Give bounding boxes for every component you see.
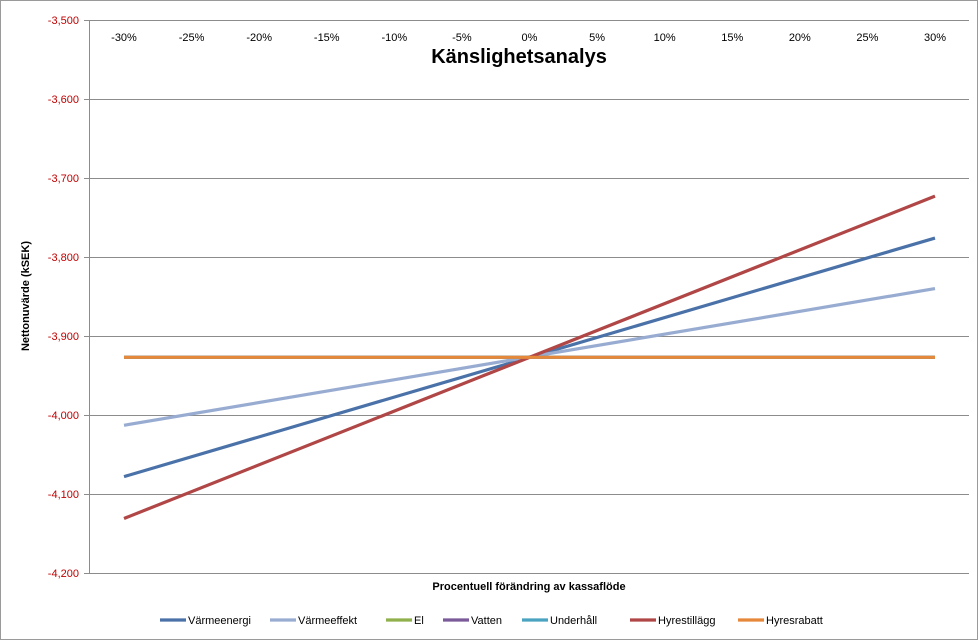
x-tick-label: 30% <box>924 32 946 44</box>
x-axis-title: Procentuell förändring av kassaflöde <box>432 581 625 593</box>
x-tick-labels: -30% -25% -20% -15% -10% -5% 0% 5% 10% 15% 20% 25% 3… <box>111 32 946 44</box>
y-tick-label: -4,100 <box>48 489 79 501</box>
y-tick-label: -3,500 <box>48 15 79 27</box>
series-lines <box>124 196 935 518</box>
legend-label: Värmeenergi <box>188 615 251 627</box>
x-tick-label: 5% <box>589 32 605 44</box>
x-tick-label: 10% <box>654 32 676 44</box>
gridlines <box>89 100 969 574</box>
legend-label: Vatten <box>471 615 502 627</box>
y-tick-label: -3,800 <box>48 252 79 264</box>
x-tick-label: -25% <box>179 32 205 44</box>
y-tick-label: -3,700 <box>48 173 79 185</box>
x-tick-label: 15% <box>721 32 743 44</box>
legend-label: Värmeeffekt <box>298 615 357 627</box>
x-tick-label: -15% <box>314 32 340 44</box>
x-tick-label: -20% <box>246 32 272 44</box>
y-axis-title: Nettonuvärde (kSEK) <box>20 241 32 351</box>
x-tick-label: -30% <box>111 32 137 44</box>
legend: Värmeenergi Värmeeffekt El Vatten Underhåll H… <box>160 615 823 627</box>
legend-label: El <box>414 615 424 627</box>
x-tick-label: -10% <box>381 32 407 44</box>
x-tick-label: 25% <box>856 32 878 44</box>
legend-label: Hyrestillägg <box>658 615 715 627</box>
y-tick-label: -3,900 <box>48 331 79 343</box>
chart-title: Känslighetsanalys <box>431 46 607 68</box>
x-tick-label: -5% <box>452 32 472 44</box>
y-tick-label: -4,200 <box>48 568 79 580</box>
y-tick-label: -4,000 <box>48 410 79 422</box>
y-tick-label: -3,600 <box>48 94 79 106</box>
legend-label: Underhåll <box>550 615 597 627</box>
legend-label: Hyresrabatt <box>766 615 823 627</box>
x-tick-label: 20% <box>789 32 811 44</box>
x-tick-label: 0% <box>522 32 538 44</box>
y-tick-labels: -3,500 -3,600 -3,700 -3,800 -3,900 -4,000 -4,1… <box>48 15 79 580</box>
axes <box>84 20 969 574</box>
